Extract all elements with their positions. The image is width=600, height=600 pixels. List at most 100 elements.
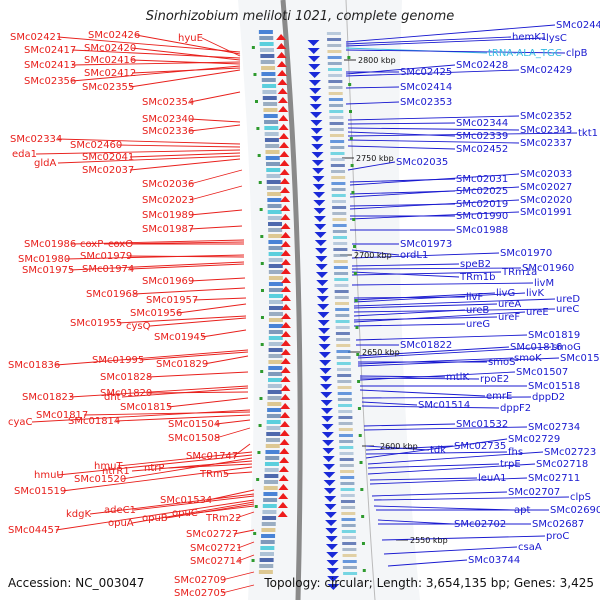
- gene-label-smc01956[interactable]: SMc01956: [130, 308, 182, 319]
- gene-label-smc01819[interactable]: SMc01819: [528, 330, 580, 341]
- gene-label-smc02702[interactable]: SMc02702: [454, 519, 506, 530]
- gene-label-smc01968[interactable]: SMc01968: [86, 289, 138, 300]
- gene-label-smc01995[interactable]: SMc01995: [92, 355, 144, 366]
- gene-label-clpb[interactable]: clpB: [566, 48, 588, 59]
- gene-label-smc02735[interactable]: SMc02735: [454, 441, 506, 452]
- gene-label-smc01969[interactable]: SMc01969: [142, 276, 194, 287]
- gene-label-smc02452[interactable]: SMc02452: [456, 144, 508, 155]
- gene-label-ordl1[interactable]: ordL1: [400, 250, 428, 261]
- gene-label-smc01504[interactable]: SMc01504: [168, 419, 220, 430]
- gene-label-smc01987[interactable]: SMc01987: [142, 224, 194, 235]
- gene-label-smc02416[interactable]: SMc02416: [84, 55, 136, 66]
- gene-label-smc01973[interactable]: SMc01973: [400, 239, 452, 250]
- gene-label-hemk1[interactable]: hemK1: [512, 32, 547, 43]
- gene-label-smc01508[interactable]: SMc01508: [168, 433, 220, 444]
- gene-label-smc02354[interactable]: SMc02354: [142, 97, 194, 108]
- gene-label-smc02020[interactable]: SMc02020: [520, 195, 572, 206]
- gene-label-smc01980[interactable]: SMc01980: [18, 254, 70, 265]
- gene-label-smc02035[interactable]: SMc02035: [396, 157, 448, 168]
- gene-label-livk[interactable]: livK: [526, 288, 544, 299]
- gene-label-smc01945[interactable]: SMc01945: [154, 332, 206, 343]
- gene-label-smc02337[interactable]: SMc02337: [520, 138, 572, 149]
- gene-label-leua1[interactable]: leuA1: [478, 473, 506, 484]
- gene-label-proc[interactable]: proC: [546, 531, 569, 542]
- gene-label-smc02460[interactable]: SMc02460: [70, 140, 122, 151]
- gene-label-smc01836[interactable]: SMc01836: [8, 360, 60, 371]
- gene-label-smc01532[interactable]: SMc01532: [456, 419, 508, 430]
- gene-label-tkt1[interactable]: tkt1: [578, 128, 598, 139]
- gene-label-smc02721[interactable]: SMc02721: [190, 543, 242, 554]
- gene-label-smc02353[interactable]: SMc02353: [400, 97, 452, 108]
- gene-label-mtlk[interactable]: mtlK: [446, 372, 469, 383]
- gene-label-smc02041[interactable]: SMc02041: [82, 152, 134, 163]
- gene-label-smc02036[interactable]: SMc02036: [142, 179, 194, 190]
- gene-label-trna-ala_tgc[interactable]: tRNA-ALA_TGC: [488, 48, 562, 59]
- gene-label-kdgk[interactable]: kdgK: [66, 509, 91, 520]
- gene-label-smc01829[interactable]: SMc01829: [156, 359, 208, 370]
- gene-label-smog[interactable]: smoG: [552, 342, 581, 353]
- gene-label-smc02425[interactable]: SMc02425: [400, 67, 452, 78]
- gene-label-smc02727[interactable]: SMc02727: [186, 529, 238, 540]
- gene-label-trm5[interactable]: TRm5: [199, 469, 229, 480]
- gene-label-smc02687[interactable]: SMc02687: [532, 519, 584, 530]
- gene-label-glda[interactable]: gldA: [34, 158, 56, 169]
- gene-label-smc02340[interactable]: SMc02340: [142, 114, 194, 125]
- gene-label-smc01991[interactable]: SMc01991: [520, 207, 572, 218]
- gene-label-adec1[interactable]: adeC1: [104, 505, 136, 516]
- gene-label-speb2[interactable]: speB2: [460, 259, 491, 270]
- gene-label-fhs[interactable]: fhs: [508, 447, 523, 458]
- gene-label-opuc[interactable]: opuC: [172, 508, 198, 519]
- gene-label-ntrr1[interactable]: ntrR1: [102, 466, 130, 477]
- gene-label-smc02336[interactable]: SMc02336: [142, 126, 194, 137]
- gene-label-smc01534[interactable]: SMc01534: [160, 495, 212, 506]
- gene-label-smc02446[interactable]: SMc02446: [556, 20, 600, 31]
- gene-label-smc01960[interactable]: SMc01960: [522, 263, 574, 274]
- gene-label-smc01823[interactable]: SMc01823: [22, 392, 74, 403]
- gene-label-smc04457[interactable]: SMc04457: [8, 525, 60, 536]
- gene-label-smc01507[interactable]: SMc01507: [516, 367, 568, 378]
- gene-label-smc01520[interactable]: SMc01520: [74, 474, 126, 485]
- gene-label-smc02031[interactable]: SMc02031: [456, 174, 508, 185]
- gene-label-smc02027[interactable]: SMc02027: [520, 182, 572, 193]
- gene-label-smc02355[interactable]: SMc02355: [82, 82, 134, 93]
- gene-label-smc02729[interactable]: SMc02729: [508, 434, 560, 445]
- gene-label-smc01979[interactable]: SMc01979: [80, 251, 132, 262]
- gene-label-smc02343[interactable]: SMc02343: [520, 125, 572, 136]
- gene-label-smc02734[interactable]: SMc02734: [528, 422, 580, 433]
- gene-label-smc02714[interactable]: SMc02714: [190, 556, 242, 567]
- gene-label-trm1a[interactable]: TRm1a: [501, 267, 537, 278]
- gene-label-smc01975[interactable]: SMc01975: [22, 265, 74, 276]
- gene-label-smc01955[interactable]: SMc01955: [70, 318, 122, 329]
- gene-label-smc02023[interactable]: SMc02023: [142, 195, 194, 206]
- gene-label-smc01503[interactable]: SMc01503: [560, 353, 600, 364]
- gene-label-smos[interactable]: smoS: [488, 357, 515, 368]
- gene-label-csaa[interactable]: csaA: [518, 542, 542, 553]
- gene-label-ntrp[interactable]: ntrP: [144, 463, 164, 474]
- gene-label-dppd2[interactable]: dppD2: [532, 392, 565, 403]
- gene-label-smc02711[interactable]: SMc02711: [528, 473, 580, 484]
- gene-label-smc01974[interactable]: SMc01974: [82, 264, 134, 275]
- gene-label-smc02019[interactable]: SMc02019: [456, 199, 508, 210]
- gene-label-clps[interactable]: clpS: [570, 492, 591, 503]
- gene-label-smc02428[interactable]: SMc02428: [456, 60, 508, 71]
- gene-label-smc02033[interactable]: SMc02033: [520, 169, 572, 180]
- gene-label-smc01970[interactable]: SMc01970: [500, 248, 552, 259]
- gene-label-livm[interactable]: livM: [534, 278, 554, 289]
- gene-label-smc02356[interactable]: SMc02356: [24, 76, 76, 87]
- gene-label-smc02344[interactable]: SMc02344: [456, 118, 508, 129]
- gene-label-opub[interactable]: opuB: [142, 513, 168, 524]
- gene-label-hmut[interactable]: hmuT: [94, 461, 123, 472]
- gene-label-smc01828[interactable]: SMc01828: [100, 372, 152, 383]
- gene-label-smc01957[interactable]: SMc01957: [146, 295, 198, 306]
- gene-label-smc02025[interactable]: SMc02025: [456, 186, 508, 197]
- gene-label-smc01814[interactable]: SMc01814: [68, 416, 120, 427]
- gene-label-smc01990[interactable]: SMc01990: [456, 211, 508, 222]
- gene-label-ureb[interactable]: ureB: [466, 305, 489, 316]
- gene-label-smc02426[interactable]: SMc02426: [88, 30, 140, 41]
- gene-label-smc01816[interactable]: SMc01816: [510, 342, 562, 353]
- gene-label-uref[interactable]: ureF: [498, 312, 520, 323]
- gene-label-cyac[interactable]: cyaC: [8, 417, 33, 428]
- gene-label-smc02421[interactable]: SMc02421: [10, 32, 62, 43]
- gene-label-smc02690[interactable]: SMc02690: [550, 505, 600, 516]
- gene-label-tdk[interactable]: tdk: [430, 445, 446, 456]
